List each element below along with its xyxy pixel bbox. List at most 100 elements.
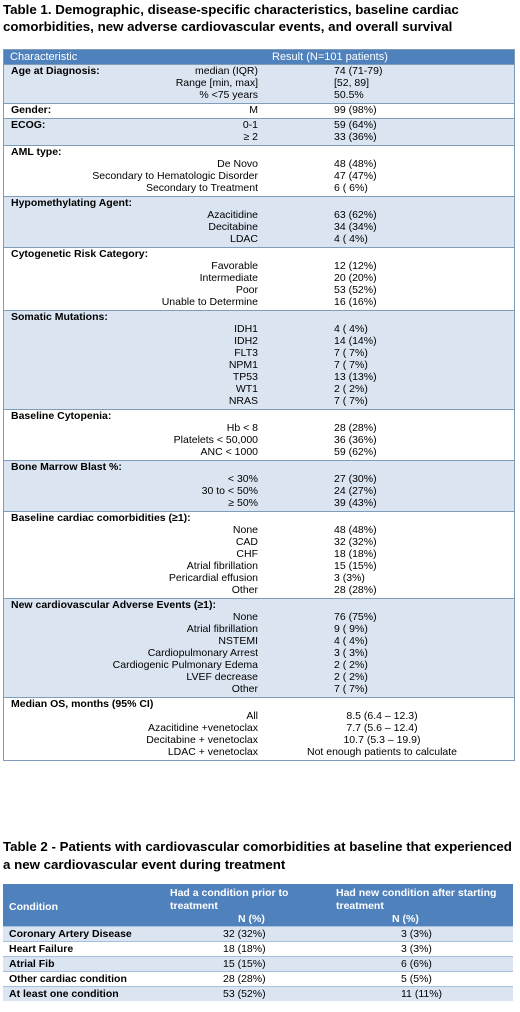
table1-row: CAD 32 (32%) bbox=[4, 536, 514, 548]
table1-section: Somatic Mutations: IDH1 4 ( 4%) IDH2 14 (14%… bbox=[4, 310, 514, 409]
table1-section-header: New cardiovascular Adverse Events (≥1): bbox=[11, 599, 216, 611]
table1-row-label: Decitabine bbox=[208, 221, 258, 233]
table1-section: Cytogenetic Risk Category: Favorable 12 (1… bbox=[4, 247, 514, 310]
table1-row: Hypomethylating Agent: bbox=[4, 197, 514, 209]
table2-row: Heart Failure 18 (18%) 3 (3%) bbox=[3, 941, 513, 956]
table1-row-value: 4 ( 4%) bbox=[334, 233, 368, 245]
table1-row: ECOG: 0-1 59 (64%) bbox=[4, 119, 514, 131]
table1-row-value: 7 ( 7%) bbox=[334, 683, 368, 695]
table1-row-label: None bbox=[232, 524, 258, 536]
table1-row-value: 7 ( 7%) bbox=[334, 347, 368, 359]
table1-section: Hypomethylating Agent: Azacitidine 63 (62%… bbox=[4, 196, 514, 247]
table2-title: Table 2 - Patients with cardiovascular c… bbox=[3, 839, 512, 872]
table1-row-value: 39 (43%) bbox=[334, 497, 377, 509]
table1-section: Baseline cardiac comorbidities (≥1): None… bbox=[4, 511, 514, 598]
table1-row-label: LDAC bbox=[229, 233, 258, 245]
table1-row: None 76 (75%) bbox=[4, 611, 514, 623]
table1-row-value: 24 (27%) bbox=[334, 485, 377, 497]
table1-row: Decitabine 34 (34%) bbox=[4, 221, 514, 233]
table1-row-label: De Novo bbox=[217, 158, 258, 170]
table1-row: None 48 (48%) bbox=[4, 524, 514, 536]
table1-row-label: ANC < 1000 bbox=[200, 446, 259, 458]
table1-row: Age at Diagnosis: median (IQR) 74 (71-79) bbox=[4, 65, 514, 77]
table1-row-label: 30 to < 50% bbox=[201, 485, 258, 497]
table1-row-label: None bbox=[232, 611, 258, 623]
table1-row-label: Pericardial effusion bbox=[168, 572, 258, 584]
table1-row-label: Atrial fibrillation bbox=[186, 560, 258, 572]
table1-row: TP53 13 (13%) bbox=[4, 371, 514, 383]
table1-row: Decitabine + venetoclax 10.7 (5.3 – 19.9) bbox=[4, 734, 514, 746]
table2-body: Coronary Artery Disease 32 (32%) 3 (3%) Hea… bbox=[3, 926, 513, 1001]
table2-cell-new: 11 (11%) bbox=[401, 988, 443, 1000]
table1-row: Cardiopulmonary Arrest 3 ( 3%) bbox=[4, 647, 514, 659]
table1-row: Unable to Determine 16 (16%) bbox=[4, 296, 514, 308]
table2-cell-prior: 53 (52%) bbox=[223, 988, 266, 1000]
table1-row-value: 34 (34%) bbox=[334, 221, 377, 233]
table1-row-value: 20 (20%) bbox=[334, 272, 377, 284]
table1-section: Baseline Cytopenia: Hb < 8 28 (28%) Platele… bbox=[4, 409, 514, 460]
table1-row: Other 28 (28%) bbox=[4, 584, 514, 596]
table1-row-label: Hb < 8 bbox=[226, 422, 258, 434]
table1-row-value: 2 ( 2%) bbox=[334, 383, 368, 395]
table1-row: IDH2 14 (14%) bbox=[4, 335, 514, 347]
table1-row: LDAC + venetoclax Not enough patients to … bbox=[4, 746, 514, 758]
table1-row-label: WT1 bbox=[235, 383, 258, 395]
table1-row-value: 28 (28%) bbox=[334, 422, 377, 434]
table1-row-label: Platelets < 50,000 bbox=[173, 434, 258, 446]
table1: Characteristic Result (N=101 patients) A… bbox=[3, 49, 515, 761]
table1-row-value: 3 ( 3%) bbox=[334, 647, 368, 659]
table2-header-new-unit: N (%) bbox=[392, 913, 419, 925]
table2-cell-new: 6 (6%) bbox=[401, 958, 432, 970]
table1-row: WT1 2 ( 2%) bbox=[4, 383, 514, 395]
table1-row: LDAC 4 ( 4%) bbox=[4, 233, 514, 245]
table1-section: New cardiovascular Adverse Events (≥1): N… bbox=[4, 598, 514, 697]
table2-header-condition: Condition bbox=[9, 901, 58, 913]
table2-row: Coronary Artery Disease 32 (32%) 3 (3%) bbox=[3, 926, 513, 941]
table1-row: Azacitidine +venetoclax 7.7 (5.6 – 12.4) bbox=[4, 722, 514, 734]
table2-cell-prior: 28 (28%) bbox=[223, 973, 266, 985]
table1-row: ≥ 2 33 (36%) bbox=[4, 131, 514, 143]
table1-row-label: Azacitidine +venetoclax bbox=[147, 722, 258, 734]
table1-row-label: FLT3 bbox=[234, 347, 258, 359]
table1-section-header: ECOG: bbox=[11, 119, 46, 131]
table1-row: Baseline Cytopenia: bbox=[4, 410, 514, 422]
table1-title: Table 1. Demographic, disease-specific c… bbox=[3, 2, 459, 34]
table1-section-header: Age at Diagnosis: bbox=[11, 65, 100, 77]
table2-cell-condition: Heart Failure bbox=[9, 943, 74, 955]
table1-row-label: median (IQR) bbox=[194, 65, 258, 77]
table1-row-value: 50.5% bbox=[334, 89, 364, 101]
table1-section-header: Baseline cardiac comorbidities (≥1): bbox=[11, 512, 191, 524]
table1-row: Hb < 8 28 (28%) bbox=[4, 422, 514, 434]
table1-row: Secondary to Treatment 6 ( 6%) bbox=[4, 182, 514, 194]
table2-row: Atrial Fib 15 (15%) 6 (6%) bbox=[3, 956, 513, 971]
table1-row-value: 36 (36%) bbox=[334, 434, 377, 446]
table1-row: New cardiovascular Adverse Events (≥1): bbox=[4, 599, 514, 611]
table1-row: Atrial fibrillation 9 ( 9%) bbox=[4, 623, 514, 635]
table2-cell-new: 3 (3%) bbox=[401, 928, 432, 940]
table1-row: Platelets < 50,000 36 (36%) bbox=[4, 434, 514, 446]
table1-row-label: NRAS bbox=[228, 395, 258, 407]
table1-row: < 30% 27 (30%) bbox=[4, 473, 514, 485]
table1-row-value: 2 ( 2%) bbox=[334, 659, 368, 671]
table1-row-value: Not enough patients to calculate bbox=[306, 746, 458, 758]
table1-section-header: Hypomethylating Agent: bbox=[11, 197, 132, 209]
table2-cell-new: 3 (3%) bbox=[401, 943, 432, 955]
table1-row: Somatic Mutations: bbox=[4, 311, 514, 323]
table2-cell-condition: At least one condition bbox=[9, 988, 119, 1000]
table1-row: Cytogenetic Risk Category: bbox=[4, 248, 514, 260]
table1-row: Bone Marrow Blast %: bbox=[4, 461, 514, 473]
table1-header-result: Result (N=101 patients) bbox=[272, 51, 388, 63]
table2-cell-new: 5 (5%) bbox=[401, 973, 432, 985]
table1-row-label: CAD bbox=[235, 536, 258, 548]
table1-row-label: ≥ 2 bbox=[243, 131, 258, 143]
table1-section-header: Median OS, months (95% CI) bbox=[11, 698, 154, 710]
table1-row-value: 13 (13%) bbox=[334, 371, 377, 383]
table1-row-label: 0-1 bbox=[242, 119, 258, 131]
table1-row: Median OS, months (95% CI) bbox=[4, 698, 514, 710]
table1-row-value: 99 (98%) bbox=[334, 104, 377, 116]
table1-row-label: Azacitidine bbox=[207, 209, 258, 221]
table2-header-row: Condition Had a condition prior to treat… bbox=[3, 884, 513, 926]
table1-section-header: Bone Marrow Blast %: bbox=[11, 461, 122, 473]
table1-row: ≥ 50% 39 (43%) bbox=[4, 497, 514, 509]
table2-cell-condition: Coronary Artery Disease bbox=[9, 928, 132, 940]
